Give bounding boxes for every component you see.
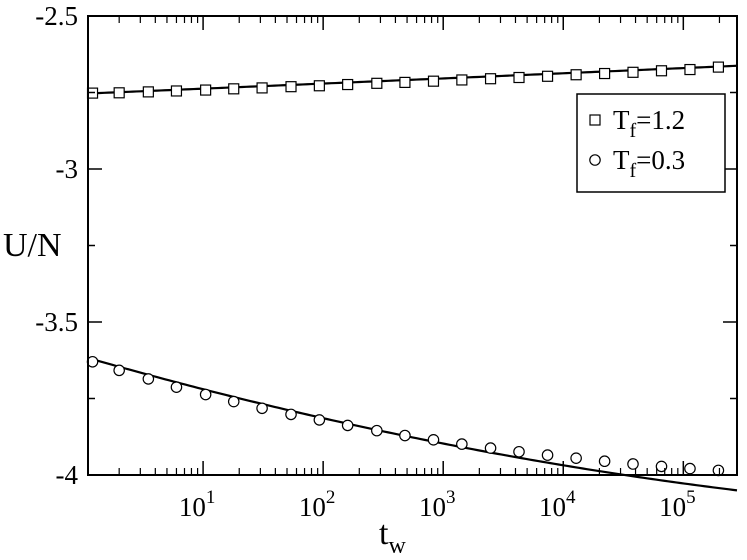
series-2-point	[627, 458, 639, 470]
series-2-point	[285, 408, 297, 421]
x-tick-base: 10	[539, 492, 566, 522]
y-tick-label: -2.5	[35, 1, 78, 31]
series-1-point	[342, 78, 354, 91]
series-2-point	[113, 364, 125, 377]
series-1-point	[570, 69, 582, 81]
legend: Tf=1.2Tf=0.3	[576, 93, 726, 193]
series-1-point	[684, 63, 696, 76]
legend-marker-square	[589, 114, 601, 126]
series-1-point	[371, 77, 383, 89]
series-2-point	[256, 402, 268, 415]
x-tick-base: 10	[659, 492, 686, 522]
series-2-point	[427, 434, 440, 446]
legend-label-main: T	[613, 105, 630, 135]
series-2-point	[456, 438, 468, 450]
legend-label-value: =1.2	[636, 105, 685, 135]
legend-entries: Tf=1.2Tf=0.3	[589, 105, 685, 182]
x-tick-base: 10	[419, 492, 446, 522]
x-axis-label-sub: w	[388, 533, 406, 559]
fit-curve-1	[87, 64, 738, 95]
x-tick-label: 101	[179, 487, 216, 522]
legend-label-1: Tf=1.2	[613, 105, 685, 142]
series-1-point	[170, 85, 183, 97]
series-2-point	[371, 424, 383, 437]
series-2-point	[142, 373, 155, 385]
y-tick-label: -4	[56, 460, 79, 490]
series-1-point	[399, 76, 411, 89]
series-2-point	[484, 442, 497, 454]
y-tick-label: -3.5	[35, 307, 78, 337]
legend-label-2: Tf=0.3	[613, 145, 685, 182]
series-1-point	[541, 70, 554, 82]
series-1-point	[113, 87, 125, 99]
x-tick-exponent: 4	[566, 487, 576, 508]
legend-marker-circle	[589, 154, 601, 166]
series-2-point	[570, 452, 582, 464]
x-tick-base: 10	[179, 492, 206, 522]
series-1-point	[599, 67, 611, 80]
series-1-point	[456, 74, 468, 86]
series-2-point	[655, 460, 668, 473]
x-tick-exponent: 1	[206, 487, 216, 508]
y-axis-label: U/N	[3, 227, 62, 264]
series-1-point	[142, 86, 154, 98]
series-2-point	[227, 395, 240, 408]
x-tick-exponent: 2	[326, 487, 336, 508]
legend-label-main: T	[613, 145, 630, 175]
series-2-point	[513, 445, 525, 458]
x-tick-base: 10	[299, 492, 326, 522]
series-2-point	[170, 381, 183, 393]
series-2-point	[199, 388, 212, 401]
series-2-point	[598, 455, 611, 468]
legend-label-sub: f	[630, 120, 637, 142]
legend-label-value: =0.3	[636, 145, 685, 175]
series-2-point	[341, 419, 354, 432]
x-tick-label: 102	[299, 487, 336, 522]
series-1-point	[313, 80, 325, 92]
series-2-point	[399, 429, 411, 442]
series-1-point	[285, 81, 297, 93]
x-tick-label: 104	[539, 487, 576, 522]
plot-frame	[87, 15, 738, 476]
x-axis-label: tw	[379, 515, 406, 559]
x-tick-exponent: 5	[686, 487, 696, 508]
series-1-point	[484, 73, 497, 85]
fit-curve-2	[87, 356, 738, 492]
series-1-point	[712, 61, 725, 73]
legend-box	[576, 93, 726, 193]
x-tick-exponent: 3	[446, 487, 456, 508]
data-points	[86, 61, 725, 477]
series-2-point	[313, 414, 326, 426]
x-tick-label: 103	[419, 487, 456, 522]
series-2-point	[541, 449, 554, 461]
series-2-point	[684, 462, 696, 475]
legend-label-sub: f	[630, 160, 637, 182]
series-1-point	[513, 71, 525, 84]
series-1-point	[200, 84, 212, 96]
series-1-point	[256, 82, 268, 94]
series-1-point	[427, 75, 440, 87]
series-1-point	[655, 65, 668, 77]
y-tick-label: -3	[56, 154, 79, 184]
series-1-point	[627, 66, 639, 78]
x-tick-label: 105	[659, 487, 696, 522]
x-axis-label-main: t	[379, 515, 389, 552]
series-1-point	[228, 83, 240, 95]
